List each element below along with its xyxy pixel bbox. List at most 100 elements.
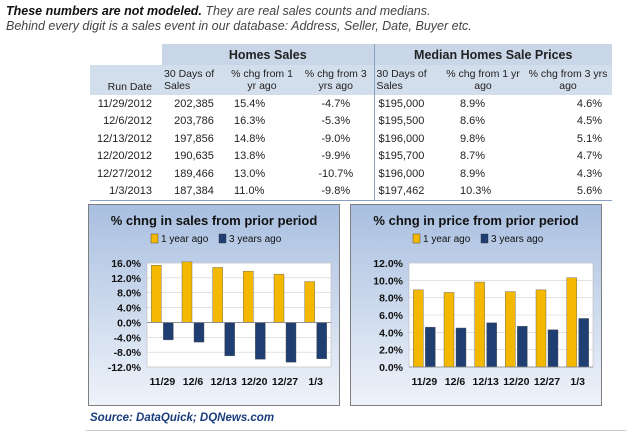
y-tick-label: 0.0% — [379, 362, 404, 374]
table-row: 12/20/2012 190,635 13.8% -9.9% $195,700 … — [90, 147, 612, 165]
cell-sales-chg-3yr: -9.0% — [321, 132, 351, 145]
cell-sales-chg-1yr: 14.8% — [234, 132, 266, 145]
sales-table: Homes Sales Median Homes Sale Prices Run… — [90, 44, 612, 201]
x-tick-label: 12/13 — [211, 376, 237, 388]
table-row: 11/29/2012 202,385 15.4% -4.7% $195,000 … — [90, 95, 612, 113]
x-tick-label: 12/20 — [241, 376, 267, 388]
cell-sales-count: 187,384 — [162, 182, 226, 201]
legend-label: 1 year ago — [161, 234, 209, 245]
intro-line-1: These numbers are not modeled. They are … — [6, 4, 472, 19]
y-tick-label: 4.0% — [379, 327, 404, 339]
cell-sales-chg-1yr: 11.0% — [226, 182, 298, 201]
cell-run-date: 12/6/2012 — [103, 115, 152, 128]
cell-median-price: $196,000 — [373, 165, 442, 183]
table-row: 1/3/2013 187,384 11.0% -9.8% $197,462 10… — [90, 182, 612, 201]
bar — [425, 326, 436, 368]
bar — [413, 289, 424, 368]
group-header-median-prices: Median Homes Sale Prices — [373, 44, 612, 65]
legend-label: 3 years ago — [491, 234, 544, 245]
y-tick-label: 12.0% — [373, 258, 403, 270]
x-tick-label: 12/27 — [272, 376, 298, 388]
bar — [505, 291, 516, 368]
cell-sales-count: 189,466 — [174, 167, 214, 180]
column-header-price-chg-1yr: % chg from 1 yr ago — [442, 65, 524, 95]
cell-price-chg-3yr: 4.6% — [576, 97, 602, 110]
cell-run-date: 12/13/2012 — [96, 132, 152, 145]
x-tick-label: 11/29 — [149, 376, 175, 388]
x-tick-label: 12/13 — [473, 376, 499, 388]
cell-median-price: $195,500 — [373, 112, 442, 130]
y-tick-label: -8.0% — [114, 347, 142, 359]
bar — [193, 322, 205, 343]
bar — [243, 270, 254, 323]
price-change-chart: % chng in price from prior period 1 year … — [351, 205, 601, 405]
x-tick-label: 12/6 — [445, 376, 466, 388]
cell-sales-count: 203,786 — [174, 115, 214, 128]
legend-swatch — [218, 233, 227, 244]
x-tick-label: 12/6 — [183, 376, 204, 388]
bar — [224, 322, 235, 357]
sales-change-chart-panel: % chng in sales from prior period 1 year … — [88, 204, 340, 406]
column-header-price-chg-3yr: % chg from 3 yrs ago — [524, 65, 612, 95]
y-tick-label: 16.0% — [111, 258, 141, 270]
x-tick-label: 1/3 — [570, 376, 585, 388]
group-header-row: Homes Sales Median Homes Sale Prices — [90, 44, 612, 65]
column-header-sales-30days: 30 Days of Sales — [162, 65, 226, 95]
cell-price-chg-3yr: 4.5% — [576, 115, 602, 128]
y-tick-label: 6.0% — [379, 310, 404, 322]
cell-sales-count: 190,635 — [174, 150, 214, 163]
sales-table-container: Homes Sales Median Homes Sale Prices Run… — [90, 44, 612, 201]
cell-run-date: 12/20/2012 — [96, 150, 152, 163]
sales-change-chart: % chng in sales from prior period 1 year … — [89, 205, 339, 405]
cell-price-chg-1yr: 8.7% — [460, 150, 486, 163]
bar — [535, 289, 547, 368]
column-header-price-30days: 30 Days of Sales — [373, 65, 442, 95]
bar — [578, 318, 589, 368]
intro-bold: These numbers are not modeled. — [6, 4, 202, 18]
cell-run-date: 11/29/2012 — [97, 97, 152, 110]
cell-median-price: $195,000 — [373, 95, 442, 113]
cell-price-chg-3yr: 5.1% — [576, 132, 602, 145]
cell-price-chg-3yr: 4.7% — [576, 150, 602, 163]
bar — [474, 281, 485, 368]
legend-swatch — [480, 233, 489, 244]
cell-price-chg-3yr: 5.6% — [524, 182, 612, 201]
intro-line-1-rest: They are real sales counts and medians. — [201, 4, 431, 18]
cell-sales-chg-1yr: 13.0% — [234, 167, 266, 180]
sales-plot-area — [146, 262, 332, 368]
price-change-chart-panel: % chng in price from prior period 1 year … — [350, 204, 602, 406]
bar — [181, 261, 193, 323]
table-row: 12/27/2012 189,466 13.0% -10.7% $196,000… — [90, 165, 612, 183]
cell-sales-chg-3yr: -10.7% — [318, 167, 354, 180]
y-tick-label: 2.0% — [379, 345, 404, 357]
bar — [443, 292, 455, 368]
group-header-blank — [90, 44, 162, 65]
cell-sales-chg-1yr: 15.4% — [234, 97, 266, 110]
bar — [212, 267, 223, 323]
y-tick-label: -12.0% — [108, 362, 142, 374]
cell-price-chg-3yr: 4.3% — [576, 167, 602, 180]
cell-sales-count: 197,856 — [174, 132, 214, 145]
bar — [455, 327, 467, 368]
cell-sales-chg-3yr: -9.8% — [298, 182, 374, 201]
y-tick-label: -4.0% — [114, 332, 142, 344]
y-tick-label: 12.0% — [111, 273, 141, 285]
cell-run-date: 12/27/2012 — [96, 167, 152, 180]
group-header-homes-sales: Homes Sales — [162, 44, 374, 65]
cell-price-chg-1yr: 8.9% — [460, 97, 486, 110]
bar — [151, 265, 162, 323]
cell-sales-chg-3yr: -9.9% — [321, 150, 351, 163]
bar — [285, 322, 297, 363]
column-header-sales-chg-1yr: % chg from 1 yr ago — [226, 65, 298, 95]
bar — [517, 326, 528, 368]
intro-text: These numbers are not modeled. They are … — [6, 4, 472, 34]
legend-swatch — [150, 233, 159, 244]
column-header-row: Run Date 30 Days of Sales % chg from 1 y… — [90, 65, 612, 95]
y-tick-label: 8.0% — [117, 288, 142, 300]
cell-median-price: $197,462 — [373, 182, 442, 201]
y-tick-label: 0.0% — [117, 317, 142, 329]
cell-sales-chg-1yr: 16.3% — [234, 115, 266, 128]
column-header-run-date: Run Date — [90, 65, 162, 95]
cell-sales-chg-1yr: 13.8% — [234, 150, 266, 163]
x-tick-label: 11/29 — [411, 376, 437, 388]
